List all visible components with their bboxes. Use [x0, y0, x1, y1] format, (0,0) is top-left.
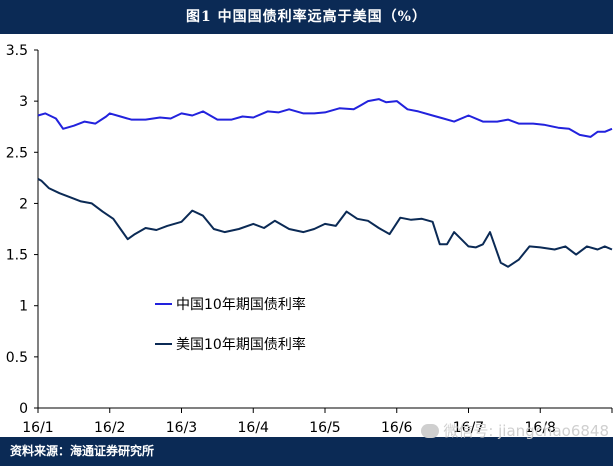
y-tick-label: 2	[19, 196, 28, 212]
x-tick-label: 16/8	[525, 420, 556, 436]
china-yield-line	[37, 98, 613, 138]
x-axis: 16/1 16/2 16/3 16/4 16/5 16/6 16/7 16/8	[22, 407, 613, 436]
x-tick-label: 16/6	[381, 420, 413, 436]
y-tick-label: 3	[19, 94, 28, 110]
x-tick-label: 16/1	[22, 420, 53, 436]
x-tick-label: 16/2	[94, 420, 125, 436]
y-axis: 0 0.5 1 1.5 2 2.5 3 3.5	[6, 43, 39, 417]
line-chart: 00.511.522.533.5 16/1 16/2 16/3 16/4 16/5 16/…	[6, 43, 613, 436]
y-tick-label: 3.5	[6, 43, 28, 59]
x-tick-label: 16/7	[453, 420, 484, 436]
us-yield-line	[37, 178, 613, 268]
footer-bar	[0, 437, 613, 466]
title-bar	[0, 0, 613, 34]
chart-title: 图1 中国国债利率远高于美国（%）	[186, 9, 427, 25]
x-tick-label: 16/3	[166, 420, 197, 436]
source-note: 资料来源：海通证券研究所	[10, 444, 155, 458]
series-lines	[37, 98, 613, 268]
watermark: 微信号: jiangchao6848	[421, 420, 609, 441]
x-tick-label: 16/4	[238, 420, 270, 436]
y-tick-label: 1	[19, 299, 28, 315]
legend-label-china: 中国10年期国债利率	[176, 296, 306, 313]
y-tick-label: 0.5	[6, 350, 28, 366]
watermark-text: 微信号: jiangchao6848	[443, 422, 609, 440]
legend-label-us: 美国10年期国债利率	[176, 336, 306, 353]
wechat-icon	[421, 423, 440, 438]
y-tick-label: 0	[19, 401, 28, 417]
x-tick-label: 16/5	[309, 420, 340, 436]
y-tick-label: 2.5	[6, 145, 28, 161]
y-tick-label: 1.5	[6, 248, 28, 264]
